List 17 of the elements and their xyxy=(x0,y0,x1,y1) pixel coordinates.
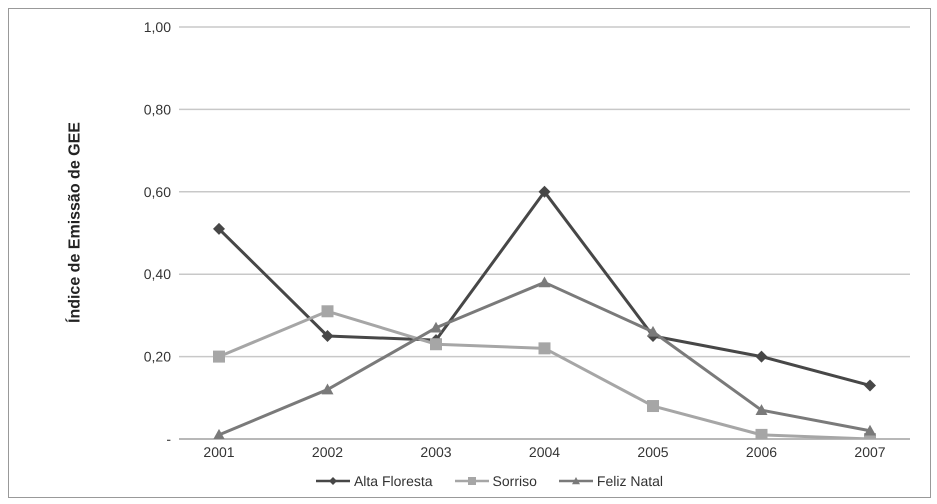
x-tick-label: 2002 xyxy=(312,444,344,460)
x-tick-label: 2006 xyxy=(746,444,778,460)
x-tick-label: 2004 xyxy=(528,444,560,460)
x-tick-label: 2001 xyxy=(203,444,235,460)
x-tick-label: 2007 xyxy=(854,444,886,460)
legend-label: Alta Floresta xyxy=(354,473,433,489)
y-tick-label: 0,60 xyxy=(144,184,172,200)
y-tick-label: 0,40 xyxy=(144,266,172,282)
legend-label: Feliz Natal xyxy=(596,473,664,489)
legend-label: Sorriso xyxy=(492,473,537,489)
y-axis-title: Índice de Emissão de GEE xyxy=(64,122,84,323)
y-tick-label: 0,20 xyxy=(144,348,172,365)
y-tick-label: - xyxy=(166,430,172,447)
x-tick-label: 2003 xyxy=(420,444,452,460)
y-tick-label: 0,80 xyxy=(144,101,172,118)
y-tick-label: 1,00 xyxy=(144,18,172,35)
x-tick-label: 2005 xyxy=(637,444,669,460)
